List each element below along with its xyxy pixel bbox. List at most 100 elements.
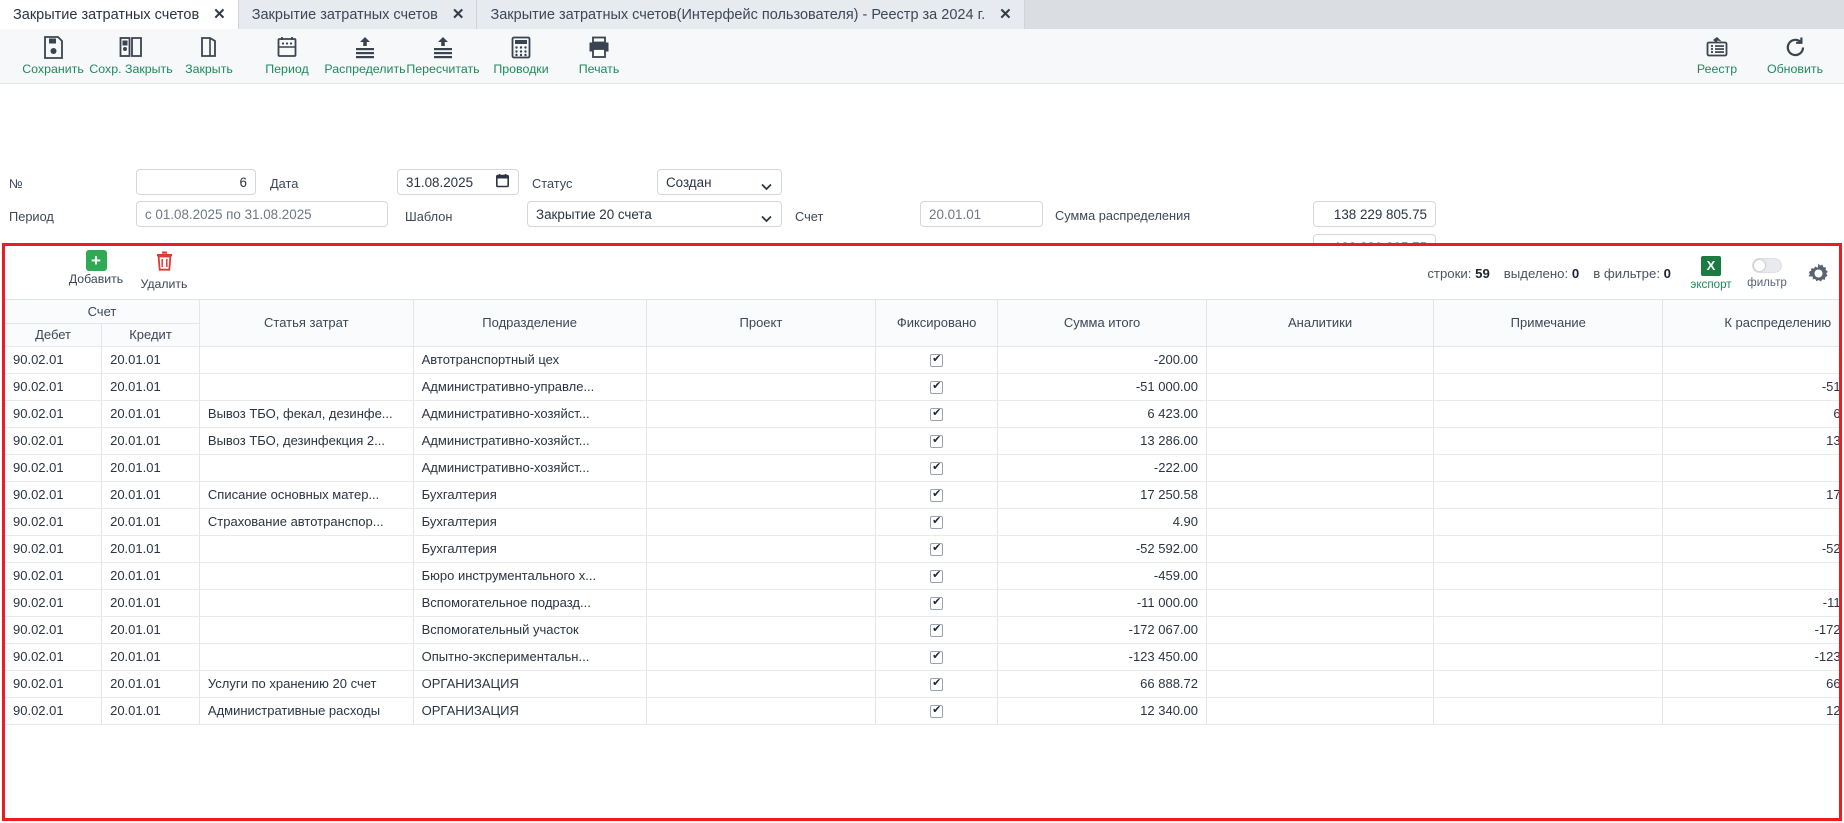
row-total[interactable]: -459.00 xyxy=(997,562,1208,590)
row-total[interactable]: 13 286.00 xyxy=(997,427,1208,455)
row-debit[interactable]: 90.02.01 xyxy=(5,454,103,482)
save-close-button[interactable]: Сохр. Закрыть xyxy=(89,29,173,76)
row-debit[interactable]: 90.02.01 xyxy=(5,427,103,455)
row-analytics[interactable] xyxy=(1206,643,1435,671)
table-row[interactable]: 90.02.01 20.01.01 Административно-хозяйст.… xyxy=(5,454,1839,482)
row-credit[interactable]: 20.01.01 xyxy=(101,481,200,509)
row-debit[interactable]: 90.02.01 xyxy=(5,670,103,698)
row-note[interactable] xyxy=(1433,400,1664,428)
row-credit[interactable]: 20.01.01 xyxy=(101,454,200,482)
calendar-picker-icon[interactable] xyxy=(496,174,509,191)
row-debit[interactable]: 90.02.01 xyxy=(5,508,103,536)
row-credit[interactable]: 20.01.01 xyxy=(101,535,200,563)
row-department[interactable]: Бухгалтерия xyxy=(413,535,647,563)
row-department[interactable]: Административно-управле... xyxy=(413,373,647,401)
row-project[interactable] xyxy=(646,643,877,671)
row-project[interactable] xyxy=(646,400,877,428)
row-project[interactable] xyxy=(646,373,877,401)
row-total[interactable]: -11 000.00 xyxy=(997,589,1208,617)
row-credit[interactable]: 20.01.01 xyxy=(101,508,200,536)
row-analytics[interactable] xyxy=(1206,400,1435,428)
row-fixed[interactable] xyxy=(875,454,999,482)
filter-toggle[interactable]: фильтр xyxy=(1737,257,1797,289)
row-total[interactable]: -222.00 xyxy=(997,454,1208,482)
row-cost-item[interactable]: Списание основных матер... xyxy=(199,481,414,509)
row-fixed[interactable] xyxy=(875,481,999,509)
row-project[interactable] xyxy=(646,481,877,509)
row-credit[interactable]: 20.01.01 xyxy=(101,346,200,374)
row-to-distribute[interactable]: 17 250.58 xyxy=(1662,481,1839,509)
row-fixed[interactable] xyxy=(875,346,999,374)
row-to-distribute[interactable]: -222.00 xyxy=(1662,454,1839,482)
table-row[interactable]: 90.02.01 20.01.01 Бюро инструментального х… xyxy=(5,562,1839,590)
row-project[interactable] xyxy=(646,427,877,455)
row-analytics[interactable] xyxy=(1206,346,1435,374)
save-button[interactable]: Сохранить xyxy=(14,29,92,76)
row-total[interactable]: -51 000.00 xyxy=(997,373,1208,401)
header-cost-item[interactable]: Статья затрат xyxy=(199,300,414,347)
tab-0[interactable]: Закрытие затратных счетов ✕ xyxy=(0,0,239,29)
row-debit[interactable]: 90.02.01 xyxy=(5,373,103,401)
row-cost-item[interactable]: Вывоз ТБО, дезинфекция 2... xyxy=(199,427,414,455)
print-button[interactable]: Печать xyxy=(560,29,638,76)
checkbox-checked-icon[interactable] xyxy=(930,703,944,719)
row-project[interactable] xyxy=(646,589,877,617)
period-button[interactable]: Период xyxy=(248,29,326,76)
checkbox-checked-icon[interactable] xyxy=(930,487,944,503)
header-project[interactable]: Проект xyxy=(646,300,877,347)
row-cost-item[interactable] xyxy=(199,535,414,563)
row-credit[interactable]: 20.01.01 xyxy=(101,427,200,455)
row-department[interactable]: Бухгалтерия xyxy=(413,481,647,509)
row-total[interactable]: 4.90 xyxy=(997,508,1208,536)
row-credit[interactable]: 20.01.01 xyxy=(101,643,200,671)
header-note[interactable]: Примечание xyxy=(1433,300,1664,347)
row-department[interactable]: Вспомогательный участок xyxy=(413,616,647,644)
checkbox-checked-icon[interactable] xyxy=(930,595,944,611)
account-input[interactable]: 20.01.01 xyxy=(920,201,1043,227)
tab-close-icon[interactable]: ✕ xyxy=(213,6,226,23)
row-fixed[interactable] xyxy=(875,616,999,644)
checkbox-checked-icon[interactable] xyxy=(930,541,944,557)
row-total[interactable]: 66 888.72 xyxy=(997,670,1208,698)
header-fixed[interactable]: Фиксировано xyxy=(875,300,999,347)
row-credit[interactable]: 20.01.01 xyxy=(101,400,200,428)
row-debit[interactable]: 90.02.01 xyxy=(5,589,103,617)
row-cost-item[interactable] xyxy=(199,346,414,374)
row-department[interactable]: Административно-хозяйст... xyxy=(413,454,647,482)
row-cost-item[interactable] xyxy=(199,454,414,482)
row-analytics[interactable] xyxy=(1206,616,1435,644)
row-note[interactable] xyxy=(1433,562,1664,590)
row-to-distribute[interactable]: -123 450.00 xyxy=(1662,643,1839,671)
row-project[interactable] xyxy=(646,535,877,563)
row-to-distribute[interactable]: -200.00 xyxy=(1662,346,1839,374)
row-debit[interactable]: 90.02.01 xyxy=(5,346,103,374)
table-row[interactable]: 90.02.01 20.01.01 Опытно-экспериментальн..… xyxy=(5,643,1839,671)
row-total[interactable]: 17 250.58 xyxy=(997,481,1208,509)
checkbox-checked-icon[interactable] xyxy=(930,514,944,530)
row-debit[interactable]: 90.02.01 xyxy=(5,400,103,428)
row-to-distribute[interactable]: -51 000.00 xyxy=(1662,373,1839,401)
checkbox-checked-icon[interactable] xyxy=(930,379,944,395)
row-department[interactable]: Бухгалтерия xyxy=(413,508,647,536)
header-credit[interactable]: Кредит xyxy=(101,323,200,347)
row-fixed[interactable] xyxy=(875,643,999,671)
table-row[interactable]: 90.02.01 20.01.01 Вывоз ТБО, дезинфекция 2… xyxy=(5,427,1839,455)
row-fixed[interactable] xyxy=(875,508,999,536)
row-cost-item[interactable] xyxy=(199,589,414,617)
row-cost-item[interactable] xyxy=(199,373,414,401)
row-project[interactable] xyxy=(646,346,877,374)
sum-distribution-input[interactable]: 138 229 805.75 xyxy=(1313,201,1436,227)
row-cost-item[interactable]: Вывоз ТБО, фекал, дезинфе... xyxy=(199,400,414,428)
row-department[interactable]: Опытно-экспериментальн... xyxy=(413,643,647,671)
row-note[interactable] xyxy=(1433,643,1664,671)
table-row[interactable]: 90.02.01 20.01.01 Вспомогательное подразд.… xyxy=(5,589,1839,617)
number-input[interactable]: 6 xyxy=(136,169,256,195)
row-cost-item[interactable] xyxy=(199,616,414,644)
row-fixed[interactable] xyxy=(875,535,999,563)
template-select[interactable]: Закрытие 20 счета xyxy=(527,201,782,227)
checkbox-checked-icon[interactable] xyxy=(930,622,944,638)
row-note[interactable] xyxy=(1433,535,1664,563)
row-to-distribute[interactable]: -11 000.00 xyxy=(1662,589,1839,617)
row-total[interactable]: -200.00 xyxy=(997,346,1208,374)
